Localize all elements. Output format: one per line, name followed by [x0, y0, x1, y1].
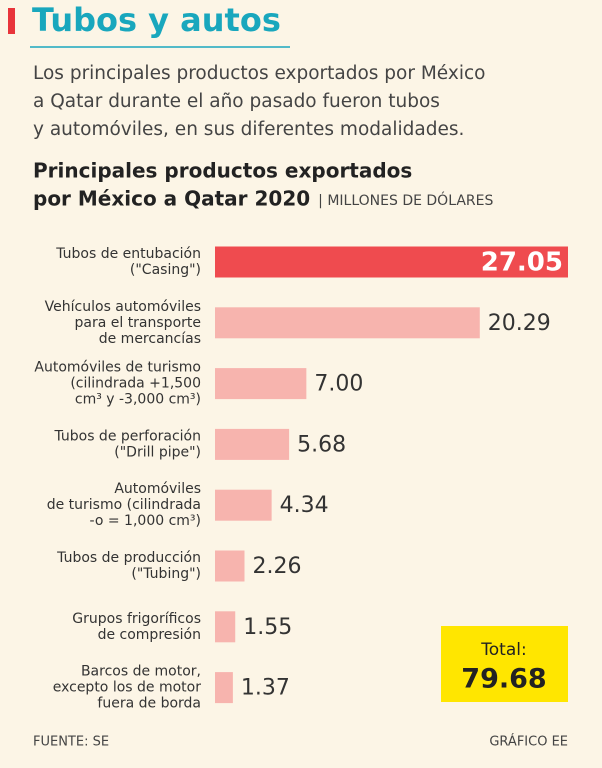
subtitle: a Qatar durante el año pasado fueron tub… [33, 91, 440, 112]
bar [215, 550, 245, 582]
category-label: Automóviles [114, 481, 201, 497]
value-label: 1.55 [243, 615, 292, 640]
title: Tubos y autos [32, 1, 281, 39]
subtitle: y automóviles, en sus diferentes modalid… [33, 119, 464, 140]
category-label: Tubos de producción [56, 550, 201, 566]
value-label: 1.37 [241, 676, 290, 701]
bar [215, 672, 233, 704]
category-label: de turismo (cilindrada [47, 497, 201, 513]
bar [215, 489, 272, 521]
total-label: Total: [480, 640, 526, 660]
unit: | MILLONES DE DÓLARES [318, 191, 493, 209]
category-label: Grupos frigoríficos [72, 611, 201, 627]
value-label: 2.26 [252, 554, 301, 579]
category-label: de mercancías [99, 331, 201, 347]
value-label: 20.29 [488, 311, 551, 336]
chart-title: Principales productos exportados [33, 159, 412, 183]
value-label: 4.34 [280, 493, 329, 518]
value-label: 27.05 [481, 248, 563, 278]
total-box [441, 626, 568, 702]
value-label: 5.68 [297, 432, 346, 457]
value-label: 7.00 [314, 372, 363, 397]
category-label: (cilindrada +1,500 [70, 376, 201, 392]
category-label: excepto los de motor [53, 680, 202, 696]
category-label: Automóviles de turismo [34, 360, 201, 376]
category-label: ("Tubing") [131, 566, 201, 582]
bar [215, 307, 480, 339]
bar [215, 368, 307, 400]
source: FUENTE: SE [33, 735, 109, 750]
category-label: para el transporte [74, 315, 201, 331]
category-label: fuera de borda [97, 696, 201, 712]
category-label: Tubos de entubación [55, 246, 201, 262]
category-label: Vehículos automóviles [45, 299, 201, 315]
title-marker [8, 8, 15, 34]
category-label: ("Drill pipe") [114, 444, 201, 460]
category-label: de compresión [98, 627, 201, 643]
category-label: Tubos de perforación [53, 428, 201, 444]
total-value: 79.68 [461, 664, 546, 695]
category-label: ("Casing") [130, 262, 201, 278]
credit: GRÁFICO EE [489, 734, 568, 750]
bar [215, 611, 236, 643]
subtitle: Los principales productos exportados por… [33, 63, 485, 84]
chart-title: por México a Qatar 2020 [33, 187, 310, 211]
category-label: cm³ y -3,000 cm³) [75, 392, 201, 408]
bar [215, 246, 568, 278]
bar [215, 428, 290, 460]
category-label: -o = 1,000 cm³) [90, 513, 201, 529]
category-label: Barcos de motor, [81, 664, 201, 680]
